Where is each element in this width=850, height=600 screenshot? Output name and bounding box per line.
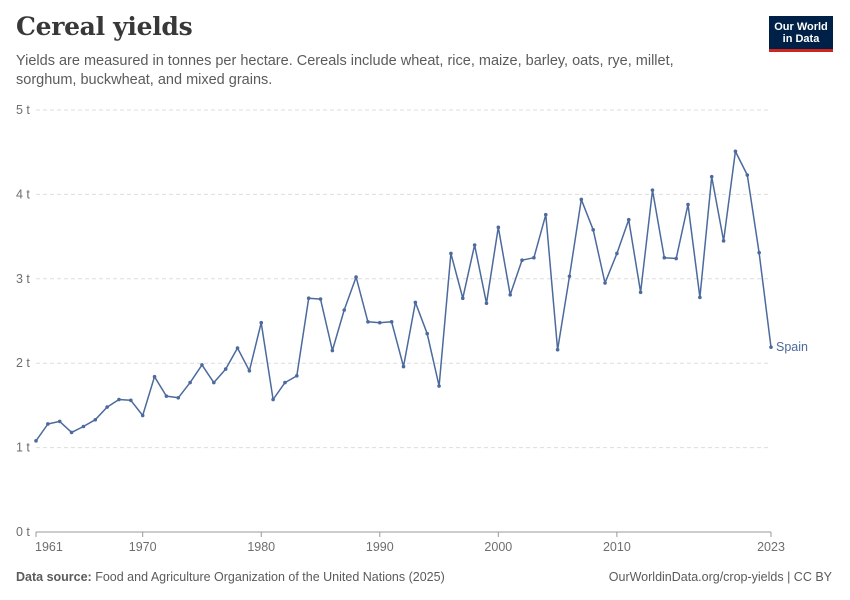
data-point <box>223 367 228 371</box>
data-point <box>615 251 619 256</box>
data-point <box>579 197 584 202</box>
data-point <box>377 320 382 325</box>
data-point <box>496 225 501 230</box>
x-tick-label: 1970 <box>129 540 157 554</box>
data-point <box>152 374 157 379</box>
x-tick-label: 1990 <box>366 540 394 554</box>
data-point <box>188 380 192 385</box>
data-point <box>164 394 169 398</box>
owid-logo[interactable]: Our World in Data <box>769 16 833 52</box>
series-label-spain: Spain <box>776 340 808 354</box>
data-point <box>543 212 548 217</box>
y-tick-label: 2 t <box>16 356 30 370</box>
x-axis: 1961 1970 1980 1990 2000 2010 2023 <box>35 532 785 554</box>
grid-lines: 0 t 1 t 2 t 3 t 4 t 5 t <box>16 103 771 539</box>
data-point <box>366 320 370 324</box>
data-point <box>449 251 453 256</box>
data-point <box>271 397 275 402</box>
data-point <box>235 346 240 350</box>
data-point <box>626 217 631 222</box>
x-tick-label: 2010 <box>603 540 631 554</box>
y-tick-label: 5 t <box>16 103 30 117</box>
data-point <box>745 173 750 177</box>
data-point <box>117 397 121 402</box>
data-point <box>460 296 465 301</box>
data-point <box>591 228 595 232</box>
data-point <box>318 297 323 301</box>
data-point <box>295 374 299 378</box>
data-point <box>650 188 655 192</box>
logo-line-1: Our World <box>774 21 828 33</box>
data-point <box>484 301 489 306</box>
data-source: Data source: Food and Agriculture Organi… <box>16 570 445 584</box>
data-point <box>709 174 714 179</box>
data-point <box>129 398 133 403</box>
attribution-link[interactable]: OurWorldinData.org/crop-yields | CC BY <box>608 570 832 584</box>
data-point <box>413 300 418 305</box>
data-source-text: Food and Agriculture Organization of the… <box>95 570 445 584</box>
data-point <box>81 424 86 429</box>
x-tick-label: 1961 <box>35 540 63 554</box>
data-point <box>259 320 264 325</box>
data-point <box>389 320 394 324</box>
chart-subtitle: Yields are measured in tonnes per hectar… <box>16 53 674 88</box>
data-point <box>200 363 204 367</box>
line-chart: 0 t 1 t 2 t 3 t 4 t 5 t 1961 1970 1980 1990 2000 2… <box>16 103 808 554</box>
y-tick-label: 0 t <box>16 525 30 539</box>
data-point <box>401 364 406 369</box>
data-point <box>567 274 572 279</box>
data-point <box>638 290 643 295</box>
data-point <box>69 430 74 435</box>
data-point <box>686 202 690 207</box>
data-point <box>283 380 287 385</box>
data-point <box>757 250 761 255</box>
x-tick-label: 2023 <box>757 540 785 554</box>
data-point <box>674 256 678 261</box>
data-point <box>555 347 560 352</box>
data-point <box>247 368 252 373</box>
data-point <box>93 417 98 422</box>
y-tick-label: 3 t <box>16 272 30 286</box>
data-point <box>342 308 347 312</box>
data-point <box>34 439 38 443</box>
data-point <box>532 255 536 260</box>
data-point <box>306 296 311 301</box>
data-point <box>425 331 430 336</box>
y-tick-label: 4 t <box>16 187 30 201</box>
data-point <box>140 413 145 418</box>
data-point <box>472 243 477 247</box>
data-source-label: Data source: <box>16 570 92 584</box>
data-point <box>698 295 702 300</box>
x-tick-label: 1980 <box>247 540 275 554</box>
y-tick-label: 1 t <box>16 441 30 455</box>
data-point <box>603 281 607 285</box>
data-point <box>733 149 738 154</box>
data-point <box>520 258 524 263</box>
data-point <box>330 348 335 353</box>
data-point <box>769 345 773 349</box>
data-point <box>212 380 216 385</box>
series-layer: Spain <box>34 149 808 443</box>
chart-title: Cereal yields <box>16 12 193 41</box>
data-point <box>105 405 109 409</box>
data-point <box>721 239 726 243</box>
data-point <box>662 255 667 260</box>
data-point <box>176 396 181 400</box>
data-point <box>57 419 62 424</box>
data-point <box>508 293 512 297</box>
logo-line-2: in Data <box>782 33 820 45</box>
x-tick-label: 2000 <box>484 540 512 554</box>
data-point <box>46 422 50 426</box>
data-point <box>437 384 441 388</box>
data-point <box>354 275 358 279</box>
